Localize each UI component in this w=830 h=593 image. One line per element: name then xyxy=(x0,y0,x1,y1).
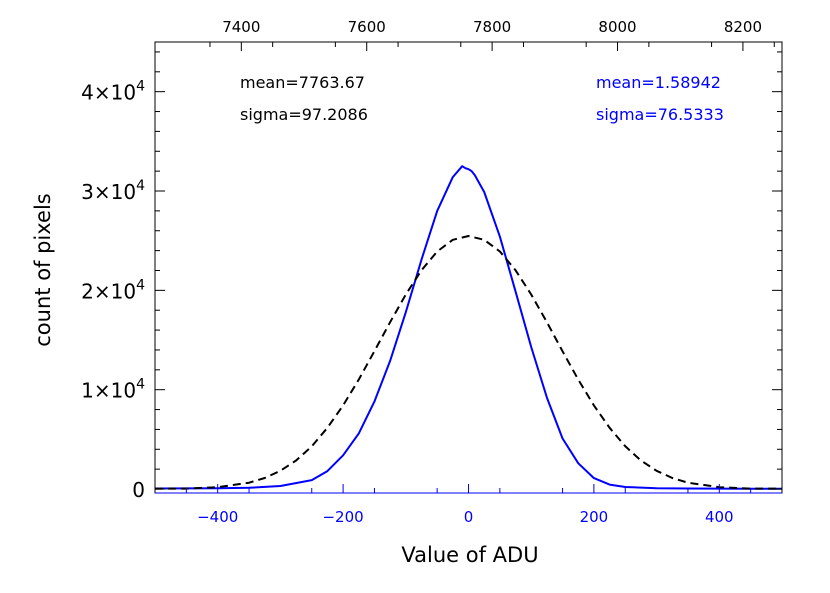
stat-sigma-left: sigma=97.2086 xyxy=(240,105,368,124)
stat-mean-left: mean=7763.67 xyxy=(240,73,365,92)
histogram-curve xyxy=(154,165,782,490)
x-tick-label: 200 xyxy=(580,508,609,526)
y-tick-label: 4×104 xyxy=(81,79,145,105)
top-tick-label: 7800 xyxy=(473,18,511,36)
y-tick-label: 1×104 xyxy=(81,377,145,403)
stat-sigma-right: sigma=76.5333 xyxy=(596,105,724,124)
y-tick-label: 2×104 xyxy=(81,277,145,303)
y-tick-label: 0 xyxy=(132,478,145,502)
y-axis-title: count of pixels xyxy=(31,193,55,346)
top-tick-label: 7600 xyxy=(348,18,386,36)
series-layer xyxy=(154,165,783,490)
y-tick-label: 3×104 xyxy=(81,178,145,204)
tick-layer: −400 −200 0 200 400 7400 7600 7800 8000 8200 0 1×10… xyxy=(81,18,782,526)
x-axis-title: Value of ADU xyxy=(401,543,538,567)
x-tick-label: −400 xyxy=(197,508,238,526)
x-tick-label: 400 xyxy=(705,508,734,526)
top-tick-label: 8200 xyxy=(724,18,762,36)
gaussian-fit-curve xyxy=(154,235,783,490)
x-tick-label: 0 xyxy=(464,508,474,526)
x-tick-label: −200 xyxy=(322,508,363,526)
stat-mean-right: mean=1.58942 xyxy=(596,73,721,92)
top-tick-label: 8000 xyxy=(598,18,636,36)
top-tick-label: 7400 xyxy=(222,18,260,36)
